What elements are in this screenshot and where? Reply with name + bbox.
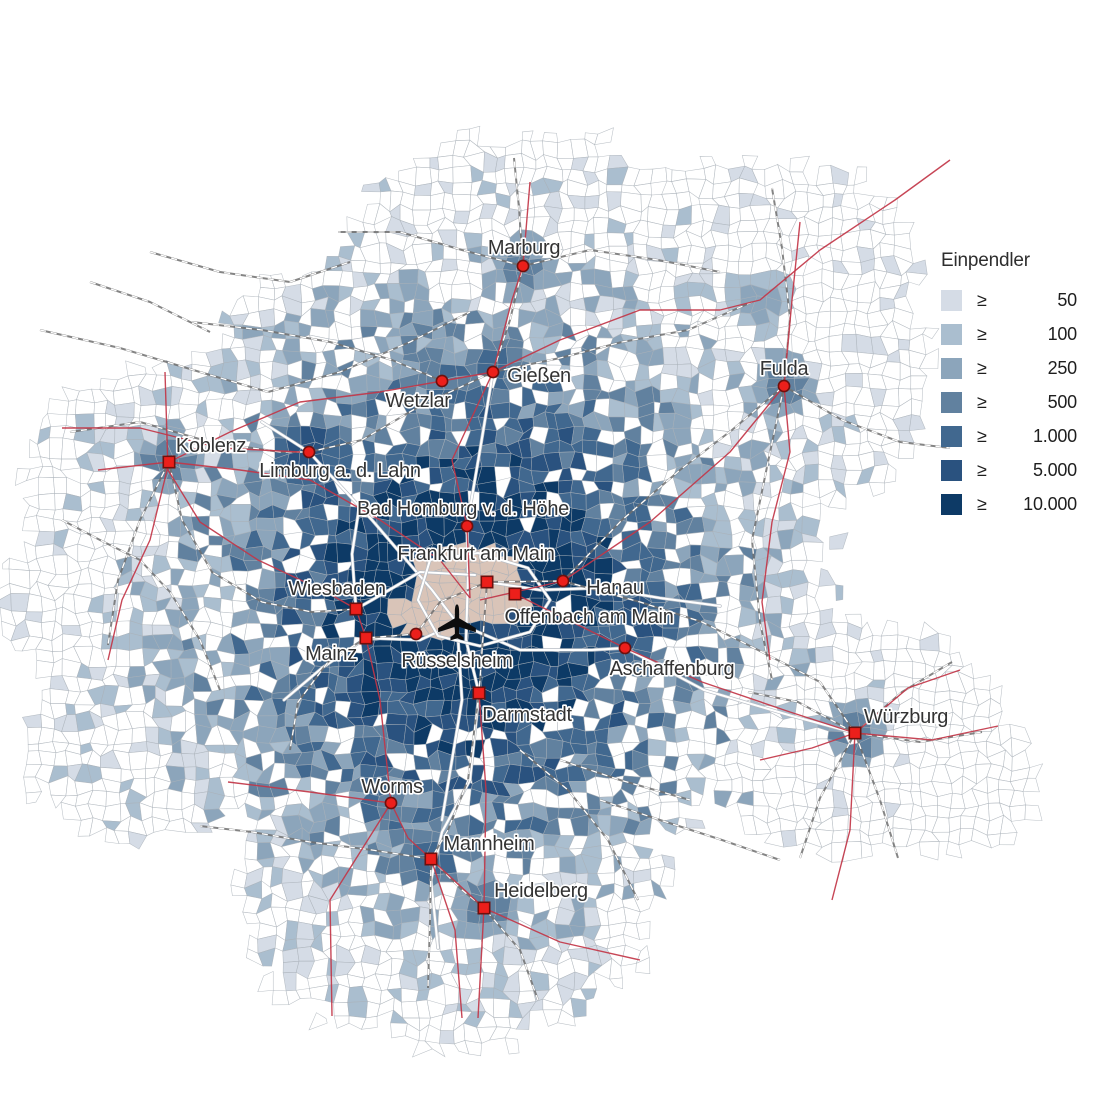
legend-swatch <box>941 391 962 413</box>
city-marker-square <box>424 852 438 866</box>
legend-value: 10.000 <box>1023 493 1077 514</box>
legend-gte-symbol: ≥ <box>977 289 987 310</box>
legend-swatch <box>941 323 962 345</box>
city-marker-circle <box>556 574 570 588</box>
city-marker-square <box>349 602 363 616</box>
legend-gte-symbol: ≥ <box>977 493 987 514</box>
legend-swatch <box>941 459 962 481</box>
city-label: Mainz <box>305 643 357 665</box>
legend-gte-symbol: ≥ <box>977 357 987 378</box>
legend-swatch <box>941 493 962 515</box>
airport-airplane-icon <box>438 604 476 641</box>
city-marker-square <box>508 587 522 601</box>
city-label: Rüsselsheim <box>401 650 512 672</box>
legend-row: ≥5.000 <box>941 453 1091 487</box>
city-label: Koblenz <box>176 435 246 457</box>
city-label: Würzburg <box>864 706 948 728</box>
city-label: Limburg a. d. Lahn <box>259 460 420 482</box>
legend-title: Einpendler <box>941 250 1030 271</box>
city-label: Worms <box>361 776 423 798</box>
city-marker-square <box>848 726 862 740</box>
legend-gte-symbol: ≥ <box>977 323 987 344</box>
legend-value: 500 <box>1047 391 1078 412</box>
legend-row: ≥500 <box>941 385 1091 419</box>
railways-layer <box>39 157 983 1001</box>
legend-row: ≥50 <box>941 283 1091 317</box>
cities-layer <box>162 259 862 915</box>
legend-gte-symbol: ≥ <box>977 391 987 412</box>
city-marker-circle <box>516 259 530 273</box>
legend-value: 250 <box>1047 357 1078 378</box>
city-marker-square <box>162 455 176 469</box>
city-label: Mannheim <box>444 833 535 855</box>
labels-layer: Marburg Gießen Wetzlar Fulda Koblenz Limburg … <box>174 235 950 903</box>
municipality-cells-layer <box>0 125 1044 1058</box>
city-marker-circle <box>460 519 474 533</box>
legend-gte-symbol: ≥ <box>977 459 987 480</box>
city-marker-circle <box>618 641 632 655</box>
city-label: Fulda <box>760 358 810 380</box>
city-label: Heidelberg <box>494 880 588 902</box>
city-label: Frankfurt am Main <box>397 543 554 565</box>
city-marker-square <box>359 631 373 645</box>
city-marker-circle <box>435 374 449 388</box>
city-marker-square <box>477 901 491 915</box>
city-label: Wiesbaden <box>288 578 385 600</box>
city-marker-circle <box>384 796 398 810</box>
legend-value: 1.000 <box>1032 425 1077 446</box>
city-marker-circle <box>777 379 791 393</box>
city-label: Offenbach am Main <box>504 606 673 628</box>
city-marker-circle <box>486 365 500 379</box>
legend-value: 5.000 <box>1032 459 1077 480</box>
city-label: Aschaffenburg <box>610 658 735 680</box>
legend-value: 50 <box>1057 289 1077 310</box>
legend-row: ≥100 <box>941 317 1091 351</box>
city-label: Hanau <box>586 577 643 599</box>
legend-swatch <box>941 425 962 447</box>
legend-row: ≥1.000 <box>941 419 1091 453</box>
city-marker-circle <box>302 445 316 459</box>
city-label: Bad Homburg v. d. Höhe <box>357 498 569 520</box>
legend-gte-symbol: ≥ <box>977 425 987 446</box>
city-marker-square <box>472 686 486 700</box>
city-marker-square <box>480 575 494 589</box>
legend-rows: ≥50 ≥100 ≥250 ≥500 ≥1.000 ≥5.000 ≥10.000 <box>941 283 1091 521</box>
legend: Einpendler ≥50 ≥100 ≥250 ≥500 ≥1.000 ≥5.000 ≥1… <box>941 250 1091 521</box>
legend-row: ≥10.000 <box>941 487 1091 521</box>
legend-value: 100 <box>1047 323 1078 344</box>
city-label: Darmstadt <box>482 704 572 726</box>
legend-swatch <box>941 357 962 379</box>
legend-swatch <box>941 289 962 311</box>
city-marker-circle <box>409 627 423 641</box>
legend-row: ≥250 <box>941 351 1091 385</box>
city-label: Gießen <box>507 365 571 387</box>
city-label: Marburg <box>488 237 560 259</box>
city-label: Wetzlar <box>385 390 451 412</box>
